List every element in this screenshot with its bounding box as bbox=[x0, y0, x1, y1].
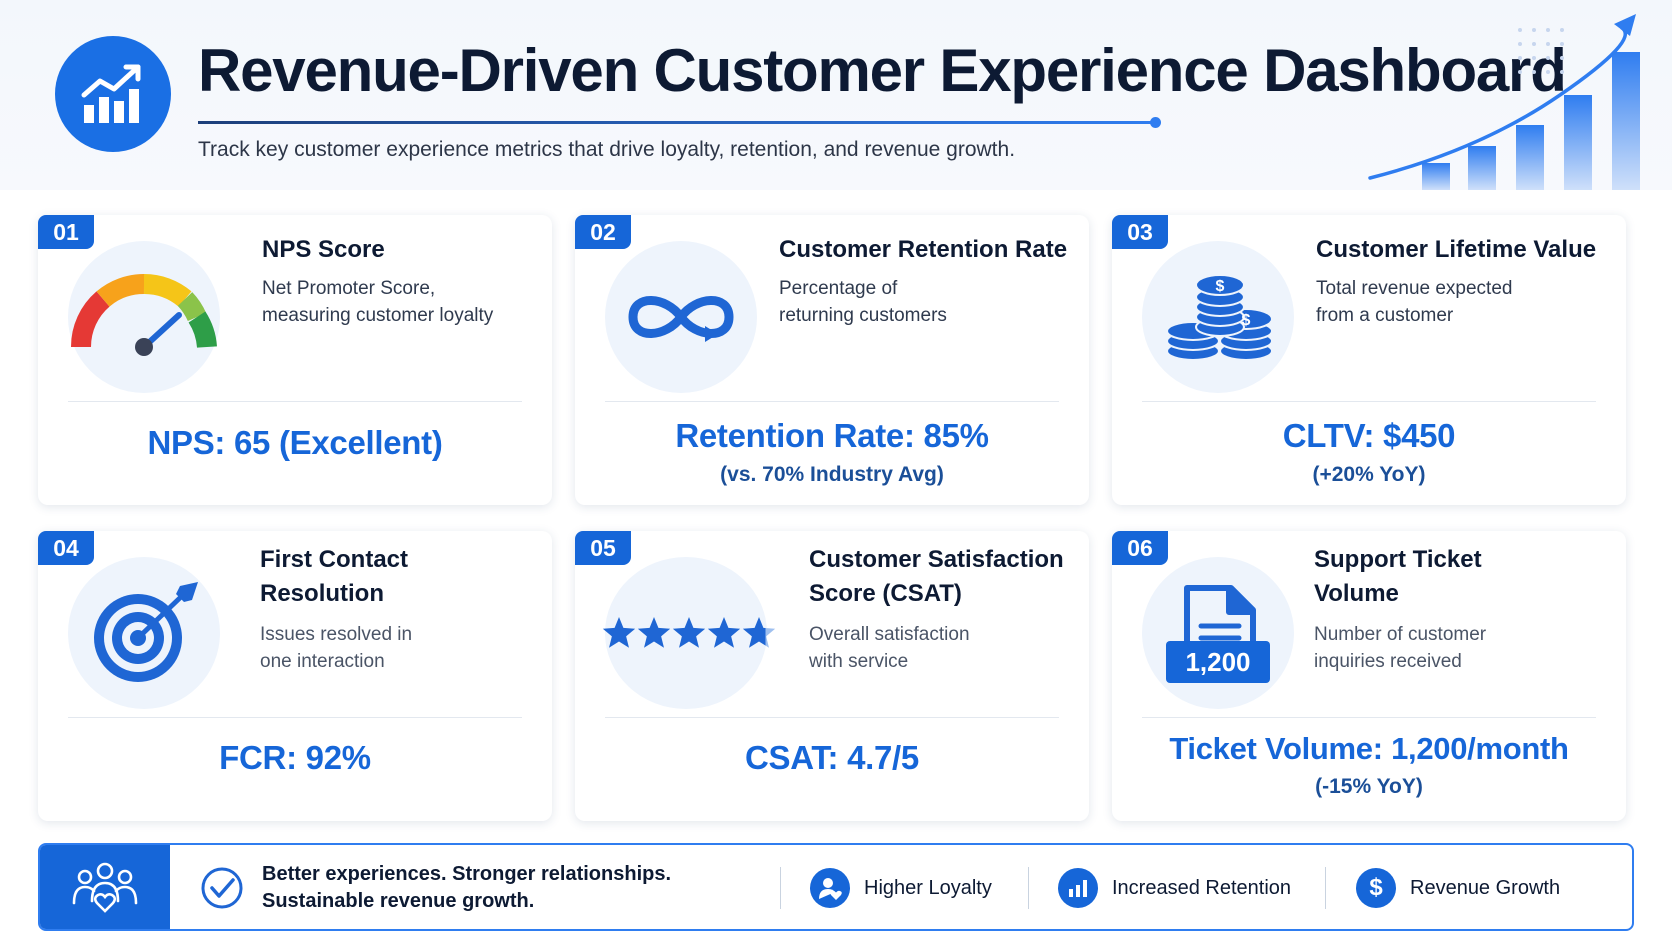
stars-icon bbox=[602, 617, 776, 648]
card-number-badge: 01 bbox=[38, 215, 94, 249]
divider bbox=[1142, 717, 1596, 718]
card-support-ticket-volume: 06 1,200 Support Ticket Volume Number of… bbox=[1112, 531, 1626, 821]
bar-chart-icon bbox=[1058, 868, 1098, 908]
card-first-contact-resolution: 04 First Contact Resolution Issues resol… bbox=[38, 531, 552, 821]
card-customer-retention-rate: 02 Customer Retention Rate Percentage of… bbox=[575, 215, 1089, 505]
card-title-line1: Customer Satisfaction bbox=[809, 546, 1064, 573]
divider bbox=[68, 717, 522, 718]
dollar-icon: $ bbox=[1356, 868, 1396, 908]
star-3 bbox=[672, 617, 706, 648]
card-description-line2: measuring customer loyalty bbox=[262, 305, 494, 326]
footer-banner: Better experiences. Stronger relationshi… bbox=[38, 843, 1634, 931]
card-title-line2: Score (CSAT) bbox=[809, 580, 962, 607]
target-icon bbox=[94, 582, 198, 682]
gauge-icon bbox=[70, 273, 217, 356]
metric-value: CLTV: $450 bbox=[1282, 417, 1456, 454]
footer-tagline: Better experiences. Stronger relationshi… bbox=[262, 861, 671, 915]
team-heart-icon bbox=[72, 862, 138, 913]
star-4 bbox=[707, 617, 741, 648]
divider bbox=[68, 401, 522, 402]
footer-item-label: Higher Loyalty bbox=[864, 876, 992, 899]
card-title: Customer Lifetime Value bbox=[1316, 236, 1597, 263]
metric-value: Retention Rate: 85% bbox=[675, 417, 989, 454]
user-heart-icon bbox=[810, 868, 850, 908]
metric-growth: (-15% YoY) bbox=[1315, 775, 1423, 798]
card-title: Customer Retention Rate bbox=[779, 236, 1068, 263]
card-number-badge: 03 bbox=[1112, 215, 1168, 249]
footer-item-label: Revenue Growth bbox=[1410, 876, 1561, 899]
footer-separator bbox=[1325, 867, 1326, 909]
card-description-line1: Number of customer bbox=[1314, 624, 1487, 645]
team-icon-box bbox=[40, 845, 170, 929]
divider bbox=[605, 717, 1059, 718]
card-description-line2: inquiries received bbox=[1314, 651, 1462, 672]
card-description-line2: returning customers bbox=[779, 305, 947, 326]
footer-item-increased-retention: Increased Retention bbox=[1058, 865, 1291, 911]
card-number-badge: 04 bbox=[38, 531, 94, 565]
card-number-badge: 02 bbox=[575, 215, 631, 249]
icon-circle bbox=[605, 241, 757, 393]
card-number-badge: 05 bbox=[575, 531, 631, 565]
card-description-line1: Total revenue expected bbox=[1316, 278, 1513, 299]
svg-text:$: $ bbox=[1242, 312, 1251, 329]
metric-value: CSAT: 4.7/5 bbox=[745, 739, 919, 776]
page-subtitle: Track key customer experience metrics th… bbox=[198, 138, 1016, 161]
footer-item-revenue-growth: $ Revenue Growth bbox=[1356, 865, 1560, 911]
page-title: Revenue-Driven Customer Experience Dashb… bbox=[198, 37, 1567, 104]
infinity-icon bbox=[628, 296, 734, 342]
card-description-line2: from a customer bbox=[1316, 305, 1454, 326]
coins-icon: $ $ bbox=[1166, 274, 1273, 361]
card-customer-lifetime-value: 03 $ $ Customer Lifetime Value Total rev… bbox=[1112, 215, 1626, 505]
star-1 bbox=[602, 617, 636, 648]
title-underline bbox=[198, 121, 1158, 124]
metric-comparison: (vs. 70% Industry Avg) bbox=[720, 463, 944, 486]
title-underline-dot bbox=[1150, 117, 1161, 128]
divider bbox=[1142, 401, 1596, 402]
metric-value: NPS: 65 (Excellent) bbox=[147, 424, 443, 461]
icon-circle: $ $ bbox=[1142, 241, 1294, 393]
card-title-line1: Support Ticket bbox=[1314, 546, 1482, 573]
footer-separator bbox=[1028, 867, 1029, 909]
card-nps-score: 01 NPS Score Net Promoter Score, measuri… bbox=[38, 215, 552, 505]
card-description-line1: Issues resolved in bbox=[260, 624, 413, 645]
card-description-line2: with service bbox=[809, 651, 909, 672]
icon-circle bbox=[68, 557, 220, 709]
svg-text:$: $ bbox=[1216, 278, 1225, 295]
card-number-badge: 06 bbox=[1112, 531, 1168, 565]
footer-tagline-line2: Sustainable revenue growth. bbox=[262, 890, 535, 912]
footer-tagline-line1: Better experiences. Stronger relationshi… bbox=[262, 863, 672, 885]
card-title: NPS Score bbox=[262, 236, 385, 263]
ticket-count-label: 1,200 bbox=[1166, 641, 1270, 683]
metric-growth: (+20% YoY) bbox=[1312, 463, 1426, 486]
card-customer-satisfaction-score: 05 Customer Satisfaction Score (CSAT) Ov… bbox=[575, 531, 1089, 821]
card-description-line1: Percentage of bbox=[779, 278, 898, 299]
card-title-line2: Resolution bbox=[260, 580, 384, 607]
icon-circle bbox=[1142, 557, 1294, 709]
metric-value: FCR: 92% bbox=[219, 739, 371, 776]
divider bbox=[605, 401, 1059, 402]
star-2 bbox=[637, 617, 671, 648]
card-title-line1: First Contact bbox=[260, 546, 409, 573]
header: Revenue-Driven Customer Experience Dashb… bbox=[0, 0, 1672, 190]
metric-value: Ticket Volume: 1,200/month bbox=[1169, 731, 1569, 766]
card-description-line1: Net Promoter Score, bbox=[262, 278, 436, 299]
star-5 bbox=[742, 617, 776, 648]
icon-circle bbox=[68, 241, 220, 393]
footer-separator bbox=[780, 867, 781, 909]
checkmark-circle-icon bbox=[201, 867, 243, 909]
card-title-line2: Volume bbox=[1314, 580, 1399, 607]
card-description-line1: Overall satisfaction bbox=[809, 624, 970, 645]
bar-chart-up-icon bbox=[81, 64, 141, 123]
footer-item-higher-loyalty: Higher Loyalty bbox=[810, 865, 992, 911]
logo bbox=[55, 36, 171, 152]
growth-chart-decoration bbox=[1368, 14, 1640, 190]
footer-item-label: Increased Retention bbox=[1112, 876, 1292, 899]
card-description-line2: one interaction bbox=[260, 651, 385, 672]
